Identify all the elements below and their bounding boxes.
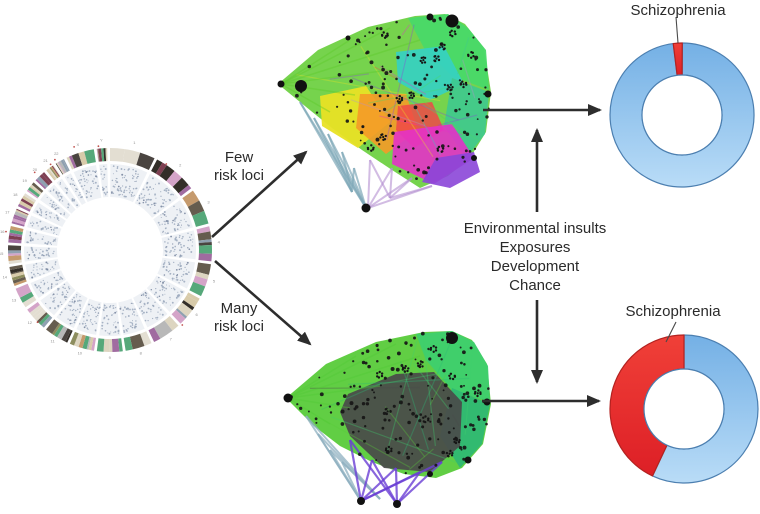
svg-text:8: 8 <box>140 351 143 356</box>
circos-genome-plot: 12345678910111213141516171819202122XY <box>0 137 221 360</box>
svg-text:Y: Y <box>100 137 103 142</box>
svg-text:16: 16 <box>0 229 5 234</box>
svg-text:7: 7 <box>170 337 173 342</box>
svg-text:15: 15 <box>0 251 4 256</box>
svg-text:17: 17 <box>5 210 10 215</box>
svg-text:21: 21 <box>43 158 48 163</box>
flow-arrows <box>211 104 602 407</box>
donut-chart-few-risk-loci <box>609 42 755 188</box>
svg-text:12: 12 <box>28 320 33 325</box>
svg-text:13: 13 <box>12 298 17 303</box>
label-few-line1: Few <box>224 149 254 166</box>
svg-text:3: 3 <box>207 199 210 204</box>
svg-text:18: 18 <box>13 192 18 197</box>
svg-text:9: 9 <box>109 355 112 360</box>
label-env-line2: Exposures <box>499 239 571 256</box>
svg-text:20: 20 <box>33 167 38 172</box>
donut-chart-many-risk-loci <box>609 334 759 484</box>
gene-network-many-risk-loci <box>283 331 491 508</box>
leader-bottom-donut <box>665 321 677 343</box>
label-many-line1: Many <box>220 300 258 317</box>
gene-network-few-risk-loci <box>277 13 492 213</box>
label-few-line2: risk loci <box>213 167 264 184</box>
label-env-line3: Development <box>490 258 580 275</box>
leader-top-donut <box>675 16 679 44</box>
svg-text:22: 22 <box>54 151 59 156</box>
svg-text:14: 14 <box>3 274 8 279</box>
svg-text:1: 1 <box>133 140 136 145</box>
svg-text:X: X <box>76 142 79 147</box>
arrow-to-top-network <box>211 150 308 238</box>
svg-text:4: 4 <box>218 239 221 244</box>
label-env-line1: Environmental insults <box>463 220 607 237</box>
svg-text:19: 19 <box>22 178 27 183</box>
svg-text:2: 2 <box>179 163 182 168</box>
svg-text:5: 5 <box>213 279 216 284</box>
label-environmental-factors: Environmental insults Exposures Developm… <box>425 219 645 295</box>
label-leader-lines <box>665 16 679 343</box>
label-schizophrenia-bottom: Schizophrenia <box>625 303 721 320</box>
arrow-to-bottom-network <box>214 260 312 346</box>
label-many-line2: risk loci <box>213 318 264 335</box>
label-many-risk-loci: Many risk loci <box>185 300 293 336</box>
label-schizophrenia-top: Schizophrenia <box>630 2 726 19</box>
svg-text:11: 11 <box>51 339 56 344</box>
svg-text:6: 6 <box>195 312 198 317</box>
label-env-line4: Chance <box>509 277 561 294</box>
svg-text:10: 10 <box>78 351 83 356</box>
label-few-risk-loci: Few risk loci <box>185 149 293 185</box>
